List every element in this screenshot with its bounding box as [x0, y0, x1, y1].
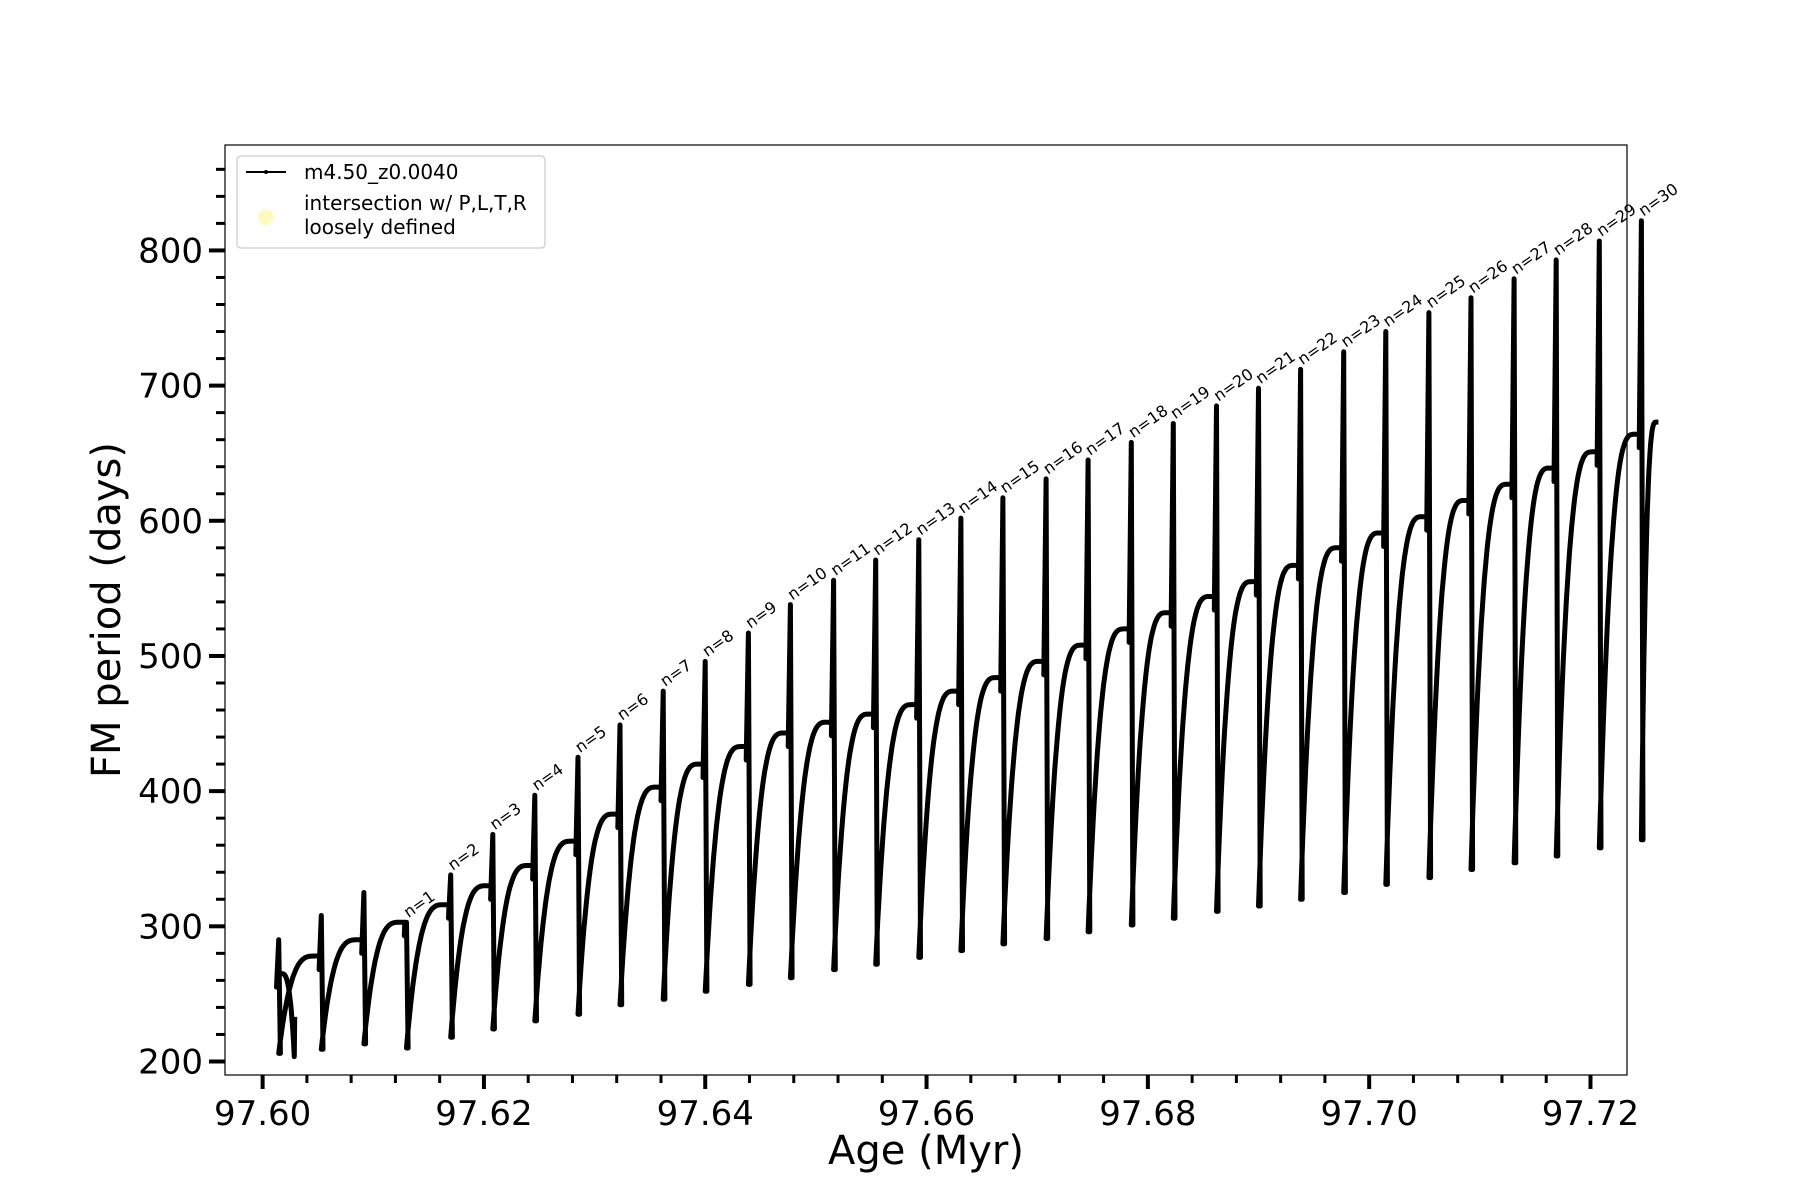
x-tick-label: 97.72 [1542, 1094, 1639, 1134]
legend-entry-line: loosely defined [304, 215, 456, 239]
y-tick-label: 200 [138, 1042, 203, 1082]
x-tick-label: 97.70 [1321, 1094, 1418, 1134]
x-tick-label: 97.62 [435, 1094, 532, 1134]
x-tick-label: 97.66 [878, 1094, 975, 1134]
y-axis-ticks: 200 300 400 500 600 700 800 [138, 167, 225, 1082]
y-axis-label: FM period (days) [84, 442, 130, 778]
legend-entry-series: m4.50_z0.0040 [304, 160, 459, 184]
legend-entry-intersection: intersection w/ P,L,T,R loosely defined [304, 191, 527, 239]
y-tick-label: 600 [138, 502, 203, 542]
legend-box [236, 155, 546, 249]
y-tick-label: 700 [138, 367, 203, 407]
legend-entry-line: intersection w/ P,L,T,R [304, 191, 527, 215]
x-axis-ticks: 97.60 97.62 97.64 97.66 97.68 97.70 97.72 [214, 1075, 1639, 1134]
legend-line-marker [264, 170, 268, 174]
series-layer [274, 218, 1661, 1060]
y-tick-label: 500 [138, 637, 203, 677]
y-tick-label: 300 [138, 907, 203, 947]
x-tick-label: 97.64 [657, 1094, 754, 1134]
x-tick-label: 97.60 [214, 1094, 311, 1134]
legend-intersection-swatch [258, 209, 274, 225]
x-axis-label: Age (Myr) [828, 1128, 1024, 1174]
x-tick-label: 97.68 [1099, 1094, 1196, 1134]
y-tick-label: 800 [138, 231, 203, 271]
y-tick-label: 400 [138, 772, 203, 812]
series-line-m4.50_z0.0040 [274, 218, 1661, 1060]
plot-frame [224, 144, 1628, 1076]
legend: m4.50_z0.0040 intersection w/ P,L,T,R loo… [236, 155, 546, 249]
